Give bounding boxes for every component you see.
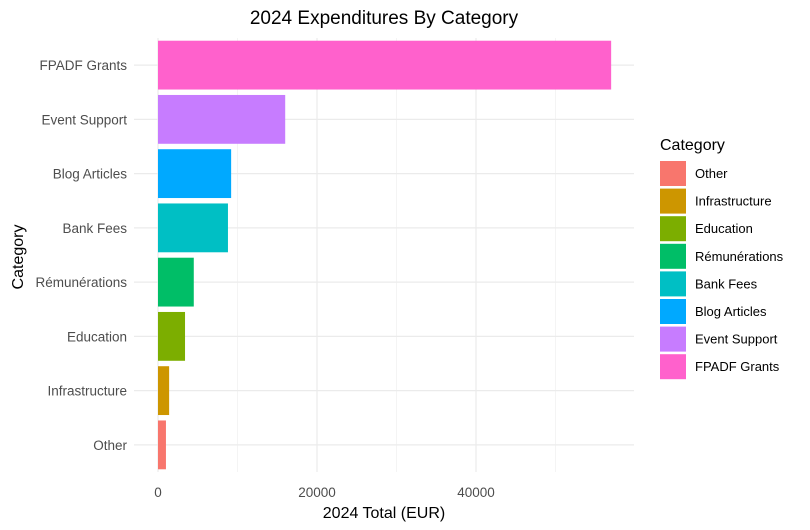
- legend-swatch: [660, 161, 686, 186]
- legend-swatch: [660, 271, 686, 297]
- legend-swatch: [660, 326, 686, 352]
- legend-label: FPADF Grants: [695, 359, 780, 374]
- bar-r-mun-rations: [158, 257, 194, 307]
- legend: Category Other Infrastructure Education Rém…: [660, 137, 784, 380]
- y-tick-label: Event Support: [41, 112, 127, 127]
- y-tick-label: Bank Fees: [62, 221, 127, 236]
- legend-label: Blog Articles: [695, 304, 767, 319]
- bar-fpadf-grants: [158, 40, 612, 90]
- legend-swatch: [660, 216, 686, 242]
- bar-blog-articles: [158, 149, 232, 199]
- y-tick-label: Education: [67, 329, 127, 344]
- bars: [158, 40, 612, 470]
- bar-education: [158, 311, 186, 361]
- chart-title: 2024 Expenditures By Category: [250, 8, 519, 29]
- legend-swatch: [660, 188, 686, 214]
- y-tick-label: Blog Articles: [53, 167, 128, 182]
- legend-label: Other: [695, 166, 728, 181]
- legend-swatch: [660, 354, 686, 380]
- y-tick-label: Infrastructure: [47, 384, 127, 399]
- x-tick-label: 40000: [457, 485, 495, 500]
- x-tick-labels: 0 20000 40000: [154, 485, 495, 500]
- bar-event-support: [158, 94, 286, 144]
- bar-other: [158, 420, 166, 470]
- legend-swatch: [660, 299, 686, 324]
- x-tick-label: 20000: [298, 485, 336, 500]
- legend-label: Event Support: [695, 332, 778, 347]
- x-tick-label: 0: [154, 485, 162, 500]
- bar-bank-fees: [158, 203, 228, 253]
- legend-swatch: [660, 243, 686, 269]
- legend-label: Rémunérations: [695, 249, 784, 264]
- y-tick-labels: Other Infrastructure Education Rémunération…: [35, 58, 127, 453]
- y-tick-label: Rémunérations: [35, 275, 127, 290]
- y-axis-label: Category: [10, 225, 27, 290]
- legend-title: Category: [660, 137, 725, 154]
- legend-label: Education: [695, 221, 753, 236]
- bar-infrastructure: [158, 366, 170, 416]
- y-tick-label: Other: [93, 438, 127, 453]
- legend-label: Bank Fees: [695, 276, 758, 291]
- x-axis-label: 2024 Total (EUR): [323, 505, 445, 522]
- legend-label: Infrastructure: [695, 194, 772, 209]
- y-tick-label: FPADF Grants: [39, 58, 127, 73]
